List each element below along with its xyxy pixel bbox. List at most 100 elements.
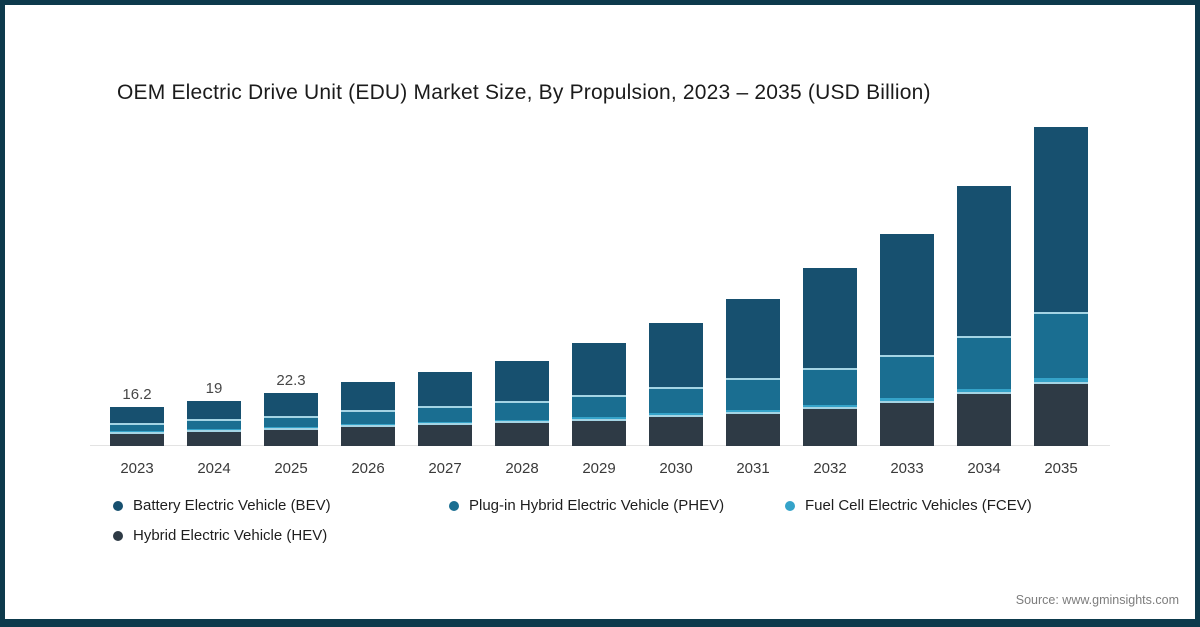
bar-segment-phev xyxy=(957,335,1011,389)
bar-segment-hev xyxy=(880,401,934,446)
legend-label-phev: Plug-in Hybrid Electric Vehicle (PHEV) xyxy=(469,497,725,514)
bar-segment-phev xyxy=(264,415,318,428)
legend-item-phev: Plug-in Hybrid Electric Vehicle (PHEV) xyxy=(449,497,785,514)
bar-segment-bev xyxy=(1034,127,1088,313)
x-axis-labels: 2023 2024 2025 2026 2027 2028 2029 2030 2031 2032… xyxy=(110,460,1088,477)
bar-segment-phev xyxy=(572,395,626,418)
bar-segment-bev xyxy=(880,234,934,355)
bar-segment-bev xyxy=(726,299,780,379)
bar-segment-fcev xyxy=(1034,378,1088,382)
x-axis-label-2035: 2035 xyxy=(1044,460,1078,477)
bar-2034 xyxy=(957,186,1011,446)
x-axis-label-2024: 2024 xyxy=(197,460,231,477)
bar-total-label: 22.3 xyxy=(276,371,306,389)
bar-2029 xyxy=(572,342,626,446)
legend-item-hev: Hybrid Electric Vehicle (HEV) xyxy=(113,527,327,544)
bar-segment-bev xyxy=(495,361,549,402)
bar-segment-bev xyxy=(264,392,318,416)
bar-2035 xyxy=(1034,127,1088,446)
bar-2023: 16.2 xyxy=(110,386,164,446)
bar-segment-fcev xyxy=(726,409,780,412)
x-axis-label-2034: 2034 xyxy=(967,460,1001,477)
bar-segment-bev xyxy=(418,372,472,406)
legend-label-fcev: Fuel Cell Electric Vehicles (FCEV) xyxy=(805,497,1032,514)
bar-segment-phev xyxy=(726,378,780,410)
bar-segment-phev xyxy=(803,367,857,405)
bar-segment-hev xyxy=(264,428,318,446)
legend-marker-bev-icon xyxy=(113,500,123,511)
bar-segment-phev xyxy=(187,419,241,430)
x-axis-label-2025: 2025 xyxy=(274,460,308,477)
bars: 16.2 19 22.3 xyxy=(110,127,1088,446)
x-axis-label-2028: 2028 xyxy=(505,460,539,477)
x-axis-label-2031: 2031 xyxy=(736,460,770,477)
bar-segment-hev xyxy=(418,423,472,446)
plot-area: 16.2 19 22.3 xyxy=(5,5,1195,446)
bar-segment-fcev xyxy=(957,388,1011,392)
bar-segment-fcev xyxy=(803,404,857,407)
bar-segment-bev xyxy=(649,323,703,388)
bar-segment-hev xyxy=(649,415,703,446)
legend-item-fcev: Fuel Cell Electric Vehicles (FCEV) xyxy=(785,497,1032,514)
legend-marker-phev-icon xyxy=(449,500,459,511)
bar-segment-bev xyxy=(957,186,1011,336)
bar-2030 xyxy=(649,323,703,446)
bar-segment-hev xyxy=(187,430,241,446)
bar-segment-bev xyxy=(187,400,241,420)
bar-segment-phev xyxy=(418,405,472,422)
bar-segment-fcev xyxy=(187,429,241,431)
legend-marker-fcev-icon xyxy=(785,500,795,511)
bar-segment-hev xyxy=(572,418,626,446)
x-axis-label-2026: 2026 xyxy=(351,460,385,477)
bar-2024: 19 xyxy=(187,380,241,446)
bar-total-label: 16.2 xyxy=(122,386,152,404)
bar-2032 xyxy=(803,268,857,446)
bar-2026 xyxy=(341,382,395,446)
bar-segment-hev xyxy=(726,411,780,446)
bar-segment-hev xyxy=(1034,381,1088,446)
x-axis-label-2027: 2027 xyxy=(428,460,462,477)
legend-marker-hev-icon xyxy=(113,530,123,541)
bar-segment-bev xyxy=(110,407,164,423)
bar-segment-hev xyxy=(803,406,857,446)
x-axis-label-2030: 2030 xyxy=(659,460,693,477)
legend: Battery Electric Vehicle (BEV) Plug-in H… xyxy=(113,497,1108,557)
legend-row-2: Hybrid Electric Vehicle (HEV) xyxy=(113,527,1108,544)
bar-segment-phev xyxy=(495,401,549,420)
bar-segment-phev xyxy=(1034,312,1088,379)
bar-segment-hev xyxy=(341,425,395,446)
bar-segment-phev xyxy=(341,410,395,425)
bar-segment-phev xyxy=(649,387,703,414)
chart-title: OEM Electric Drive Unit (EDU) Market Siz… xyxy=(117,81,931,104)
bar-segment-bev xyxy=(572,342,626,396)
legend-item-bev: Battery Electric Vehicle (BEV) xyxy=(113,497,449,514)
bar-segment-hev xyxy=(110,431,164,446)
legend-label-bev: Battery Electric Vehicle (BEV) xyxy=(133,497,331,514)
x-axis-label-2032: 2032 xyxy=(813,460,847,477)
bar-segment-fcev xyxy=(418,421,472,424)
bar-segment-fcev xyxy=(341,424,395,426)
x-axis-label-2023: 2023 xyxy=(120,460,154,477)
bar-2027 xyxy=(418,372,472,446)
bar-2025: 22.3 xyxy=(264,372,318,446)
bar-segment-fcev xyxy=(495,419,549,422)
bar-segment-phev xyxy=(880,354,934,399)
x-axis-label-2033: 2033 xyxy=(890,460,924,477)
bar-segment-fcev xyxy=(572,417,626,419)
bar-2033 xyxy=(880,234,934,446)
bar-segment-hev xyxy=(495,421,549,446)
bar-segment-fcev xyxy=(649,413,703,416)
bar-segment-hev xyxy=(957,391,1011,446)
bar-total-label: 19 xyxy=(205,379,223,397)
legend-label-hev: Hybrid Electric Vehicle (HEV) xyxy=(133,527,328,544)
bar-2031 xyxy=(726,299,780,446)
bar-segment-fcev xyxy=(110,431,164,432)
bar-segment-bev xyxy=(341,382,395,411)
source-text: Source: www.gminsights.com xyxy=(1015,593,1179,607)
legend-row-1: Battery Electric Vehicle (BEV) Plug-in H… xyxy=(113,497,1108,514)
bar-segment-fcev xyxy=(264,427,318,429)
bar-2028 xyxy=(495,361,549,446)
bar-segment-bev xyxy=(803,268,857,368)
bar-segment-phev xyxy=(110,422,164,432)
